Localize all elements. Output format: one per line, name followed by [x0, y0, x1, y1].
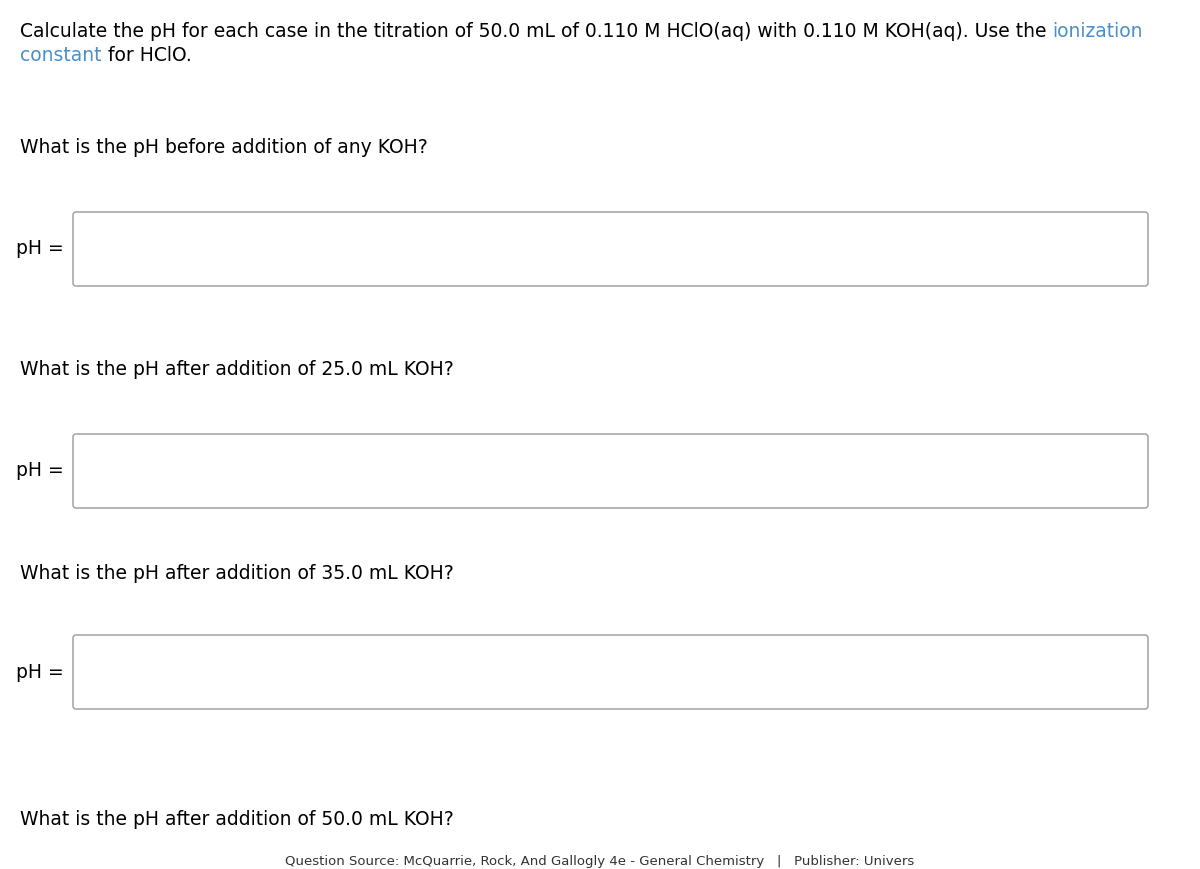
FancyBboxPatch shape	[73, 212, 1148, 286]
FancyBboxPatch shape	[73, 635, 1148, 709]
Text: What is the pH after addition of 50.0 mL KOH?: What is the pH after addition of 50.0 mL…	[20, 810, 454, 829]
Text: pH =: pH =	[16, 662, 64, 681]
Text: Question Source: McQuarrie, Rock, And Gallogly 4e - General Chemistry   |   Publ: Question Source: McQuarrie, Rock, And Ga…	[286, 855, 914, 868]
Text: pH =: pH =	[16, 461, 64, 481]
Text: pH =: pH =	[16, 240, 64, 258]
Text: What is the pH before addition of any KOH?: What is the pH before addition of any KO…	[20, 138, 427, 157]
Text: What is the pH after addition of 25.0 mL KOH?: What is the pH after addition of 25.0 mL…	[20, 360, 454, 379]
Text: What is the pH after addition of 35.0 mL KOH?: What is the pH after addition of 35.0 mL…	[20, 564, 454, 583]
Text: Calculate the pH for each case in the titration of 50.0 mL of 0.110 M HClO(aq) w: Calculate the pH for each case in the ti…	[20, 22, 1052, 41]
Text: constant: constant	[20, 46, 102, 65]
Text: ionization: ionization	[1052, 22, 1142, 41]
Text: for HClO.: for HClO.	[102, 46, 191, 65]
FancyBboxPatch shape	[73, 434, 1148, 508]
